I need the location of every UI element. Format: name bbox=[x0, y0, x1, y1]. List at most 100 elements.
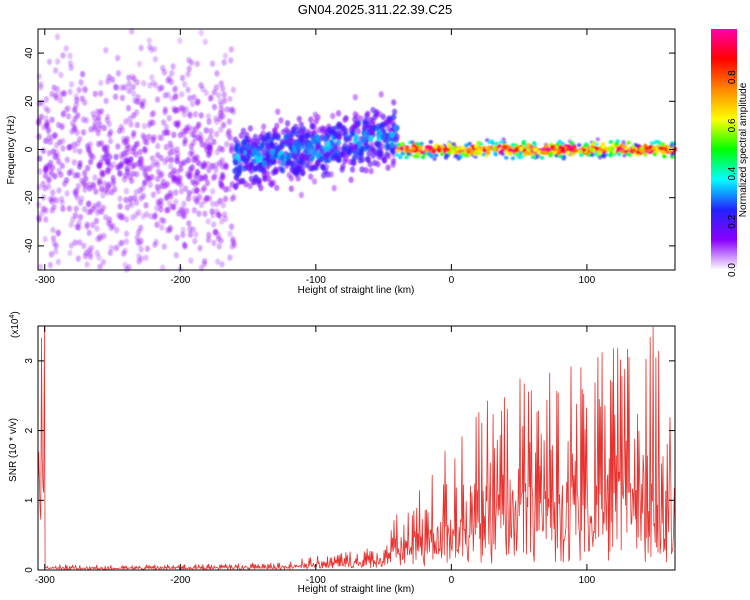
heatmap-cell bbox=[233, 145, 239, 153]
heatmap-cell bbox=[215, 258, 221, 265]
heatmap-cell bbox=[118, 123, 124, 131]
heatmap-cell bbox=[169, 95, 175, 102]
heatmap-cell bbox=[36, 133, 42, 140]
heatmap-cell bbox=[328, 171, 334, 178]
heatmap-cell bbox=[43, 115, 49, 122]
heatmap-cell bbox=[182, 81, 188, 88]
colorbar-ticks: 0.0 0.2 0.4 0.6 0.8 bbox=[727, 70, 738, 277]
heatmap-cell bbox=[191, 207, 197, 214]
heatmap-cell bbox=[216, 243, 222, 250]
heatmap-cell bbox=[131, 90, 137, 97]
heatmap-cell bbox=[186, 190, 192, 197]
heatmap-cell bbox=[198, 29, 204, 37]
heatmap-cell bbox=[370, 106, 376, 114]
heatmap-cell bbox=[187, 172, 193, 179]
heatmap-cell bbox=[590, 142, 596, 147]
heatmap-cell bbox=[36, 73, 42, 80]
heatmap-cell bbox=[147, 82, 153, 89]
heatmap-cell bbox=[315, 114, 321, 121]
heatmap-cell bbox=[104, 188, 110, 196]
heatmap-cell bbox=[39, 210, 45, 217]
heatmap-cell bbox=[204, 137, 210, 145]
heatmap-cell bbox=[171, 131, 177, 138]
heatmap-cell bbox=[296, 115, 302, 123]
heatmap-cell bbox=[113, 153, 119, 161]
heatmap-cell bbox=[146, 176, 153, 183]
heatmap-cell bbox=[141, 134, 148, 141]
heatmap-cell bbox=[379, 143, 385, 150]
heatmap-cell bbox=[200, 187, 206, 194]
heatmap-cell bbox=[226, 128, 232, 135]
heatmap-cell bbox=[214, 130, 220, 138]
heatmap-cell bbox=[42, 172, 49, 179]
heatmap-cell bbox=[152, 56, 158, 63]
heatmap-cell bbox=[50, 164, 56, 171]
heatmap-cell bbox=[105, 220, 111, 227]
heatmap-cell bbox=[521, 141, 526, 146]
heatmap-cell bbox=[180, 231, 186, 239]
heatmap-cell bbox=[174, 234, 180, 241]
heatmap-cell bbox=[46, 134, 52, 141]
heatmap-cell bbox=[540, 150, 545, 155]
heatmap-cell bbox=[311, 178, 318, 185]
heatmap-cell bbox=[197, 193, 203, 200]
heatmap-cell bbox=[648, 145, 653, 150]
heatmap-cell bbox=[50, 235, 57, 242]
x-tick-label: -100 bbox=[306, 575, 326, 586]
heatmap-cell bbox=[419, 150, 424, 155]
heatmap-cell bbox=[48, 159, 54, 167]
heatmap-cell bbox=[124, 142, 131, 149]
heatmap-cell bbox=[128, 121, 134, 128]
heatmap-cell bbox=[219, 261, 225, 268]
heatmap-cell bbox=[410, 140, 415, 145]
heatmap-cell bbox=[64, 156, 70, 163]
heatmap-cell bbox=[117, 195, 123, 202]
heatmap-cell bbox=[279, 154, 285, 161]
heatmap-cell bbox=[352, 94, 358, 101]
heatmap-cell bbox=[453, 154, 458, 159]
heatmap-cell bbox=[117, 203, 123, 210]
heatmap-cell bbox=[56, 158, 62, 165]
heatmap-cell bbox=[622, 144, 627, 149]
heatmap-cell bbox=[377, 150, 383, 157]
heatmap-cell bbox=[285, 159, 291, 166]
heatmap-cell bbox=[589, 147, 594, 152]
heatmap-cell bbox=[285, 120, 291, 127]
heatmap-cell bbox=[321, 135, 328, 142]
heatmap-cell bbox=[364, 143, 370, 150]
heatmap-cell bbox=[169, 70, 175, 77]
heatmap-cell bbox=[228, 147, 234, 154]
heatmap-cell bbox=[98, 108, 105, 115]
heatmap-cell bbox=[466, 149, 471, 154]
heatmap-cell bbox=[160, 264, 166, 271]
heatmap-cell bbox=[113, 84, 119, 91]
heatmap-cell bbox=[332, 133, 338, 140]
heatmap-cell bbox=[168, 78, 174, 86]
heatmap-cell bbox=[185, 86, 191, 94]
heatmap-cell bbox=[286, 171, 292, 179]
heatmap-cell bbox=[201, 260, 207, 267]
heatmap-cell bbox=[323, 157, 329, 164]
heatmap-cell bbox=[98, 90, 104, 97]
heatmap-cell bbox=[359, 166, 365, 173]
heatmap-cell bbox=[286, 152, 292, 159]
heatmap-cell bbox=[123, 196, 129, 204]
heatmap-cell bbox=[101, 170, 107, 177]
heatmap-cell bbox=[595, 137, 600, 142]
heatmap-cell bbox=[275, 108, 281, 115]
heatmap-cell bbox=[61, 90, 67, 97]
y-tick-label: 40 bbox=[24, 47, 35, 59]
heatmap-cell bbox=[76, 219, 82, 227]
heatmap-cell bbox=[572, 144, 577, 149]
heatmap-cell bbox=[307, 165, 313, 172]
heatmap-cell bbox=[273, 168, 279, 175]
heatmap-cell bbox=[85, 201, 92, 208]
heatmap-cell bbox=[631, 148, 637, 153]
heatmap-cell bbox=[43, 207, 49, 214]
heatmap-cell bbox=[325, 141, 331, 148]
heatmap-cell bbox=[79, 95, 85, 102]
heatmap-cell bbox=[101, 124, 107, 132]
heatmap-cell bbox=[291, 127, 297, 134]
heatmap-cell bbox=[136, 229, 142, 236]
heatmap-cell bbox=[163, 143, 169, 151]
